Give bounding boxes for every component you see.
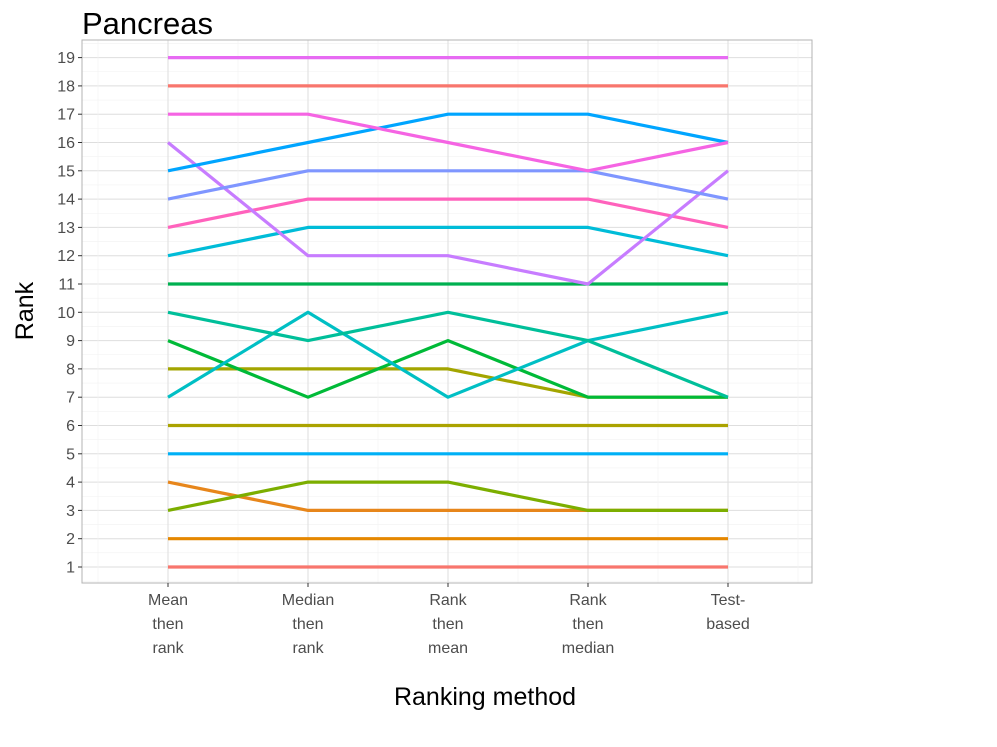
x-tick-label-line: Mean — [148, 592, 188, 609]
x-tick-label-line: then — [572, 616, 603, 633]
y-tick-label: 4 — [66, 475, 75, 492]
x-axis-ticks: MeanthenrankMedianthenrankRankthenmeanRa… — [148, 583, 750, 657]
chart-title: Pancreas — [82, 6, 213, 41]
y-tick-label: 3 — [66, 503, 75, 520]
plot-panel-border — [81, 39, 813, 584]
y-tick-label: 14 — [57, 192, 75, 209]
x-tick-label-line: then — [432, 616, 463, 633]
y-tick-label: 16 — [57, 135, 75, 152]
y-tick-label: 5 — [66, 446, 75, 463]
y-tick-label: 17 — [57, 107, 75, 124]
series-line-10 — [167, 310, 729, 399]
series-line-17 — [168, 112, 729, 173]
y-tick-label: 6 — [66, 418, 75, 435]
y-tick-label: 18 — [57, 78, 75, 95]
x-axis-title: Ranking method — [394, 683, 576, 711]
y-tick-label: 13 — [57, 220, 75, 237]
y-tick-label: 15 — [57, 163, 75, 180]
series-line-9 — [167, 310, 729, 399]
y-tick-label: 11 — [58, 277, 75, 294]
x-tick-label: Mean then rank — [148, 592, 188, 657]
y-tick-label: 10 — [57, 305, 75, 322]
x-tick-label-line: median — [562, 640, 614, 657]
x-tick-label-line: Median — [282, 592, 334, 609]
x-tick-label-line: Test- — [711, 592, 746, 609]
x-tick-label: Rank then median — [562, 592, 614, 657]
x-tick-label-line: then — [152, 616, 183, 633]
x-tick-label-line: mean — [428, 640, 468, 657]
x-tick-label-line: then — [292, 616, 323, 633]
x-tick-label-line: Rank — [569, 592, 607, 609]
y-tick-label: 1 — [66, 560, 75, 577]
x-tick-label-line: rank — [292, 640, 324, 657]
x-tick-label: Rank then mean — [428, 592, 468, 657]
series-lines — [166, 55, 730, 569]
y-axis-title: Rank — [11, 281, 39, 340]
series-line-16 — [167, 112, 729, 173]
y-tick-label: 12 — [57, 248, 75, 265]
x-tick-label: Test-based — [706, 592, 750, 633]
y-tick-label: 19 — [57, 50, 75, 67]
y-tick-label: 7 — [66, 390, 75, 407]
series-line-13 — [167, 197, 729, 229]
y-tick-label: 8 — [66, 361, 75, 378]
series-line-14 — [166, 141, 730, 286]
series-line-4 — [167, 480, 728, 512]
x-tick-label-line: based — [706, 616, 750, 633]
series-line-8 — [167, 339, 728, 399]
x-tick-label-line: Rank — [429, 592, 467, 609]
x-tick-label: Median then rank — [282, 592, 334, 657]
y-tick-label: 2 — [66, 531, 75, 548]
y-tick-label: 9 — [66, 333, 75, 350]
series-line-12 — [167, 225, 729, 258]
series-line-15 — [167, 169, 729, 201]
x-tick-label-line: rank — [152, 640, 184, 657]
